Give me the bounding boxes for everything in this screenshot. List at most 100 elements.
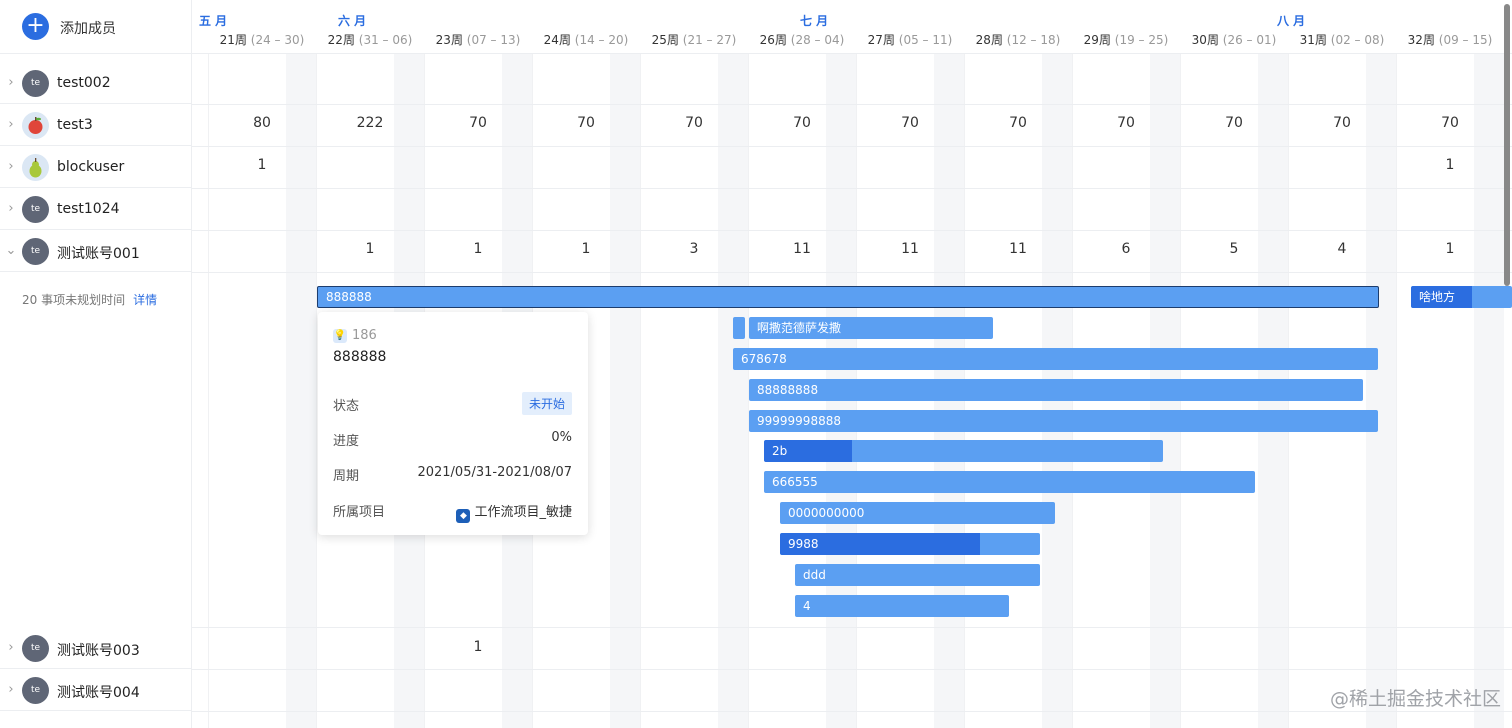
task-bar[interactable] (733, 317, 745, 339)
workload-cell[interactable]: 70 (1225, 115, 1243, 131)
week-range: (24 – 30) (250, 33, 305, 47)
chevron-right-icon[interactable]: › (8, 640, 14, 655)
week-number: 27周 (867, 33, 895, 47)
row-divider (192, 272, 1512, 273)
member-row[interactable]: › te 测试账号004 (0, 669, 192, 711)
week-header: 26周 (28 – 04) (748, 31, 856, 48)
progress-value: 0% (551, 430, 572, 445)
task-bar-label: 0000000000 (788, 506, 865, 520)
workload-cell[interactable]: 1 (581, 241, 591, 257)
member-row[interactable]: ⌄ te 测试账号001 (0, 230, 192, 272)
workload-cell[interactable]: 70 (577, 115, 595, 131)
workload-cell[interactable]: 70 (685, 115, 703, 131)
chevron-right-icon[interactable]: › (8, 159, 14, 174)
member-row[interactable]: › te 测试账号003 (0, 627, 192, 669)
member-row[interactable]: › test3 (0, 104, 192, 146)
chevron-right-icon[interactable]: › (8, 201, 14, 216)
week-number: 31周 (1299, 33, 1327, 47)
workload-cell[interactable]: 70 (1009, 115, 1027, 131)
week-header: 23周 (07 – 13) (424, 31, 532, 48)
task-id-value: 186 (352, 328, 377, 343)
task-bar[interactable]: 678678 (733, 348, 1378, 370)
weekend-shade (1366, 54, 1396, 728)
task-bar[interactable]: 99999998888 (749, 410, 1378, 432)
add-member-button[interactable]: 添加成员 (60, 21, 116, 37)
workload-cell[interactable]: 5 (1229, 241, 1239, 257)
workload-cell[interactable]: 70 (1441, 115, 1459, 131)
details-link[interactable]: 详情 (133, 293, 158, 307)
bulb-icon: 💡 (333, 328, 347, 343)
workload-cell[interactable]: 222 (356, 115, 384, 131)
pear-icon (22, 154, 49, 181)
chevron-down-icon[interactable]: ⌄ (5, 243, 17, 258)
week-range: (28 – 04) (790, 33, 845, 47)
project-value[interactable]: ◆ 工作流项目_敏捷 (456, 501, 572, 523)
progress-label: 进度 (333, 434, 360, 449)
chevron-right-icon[interactable]: › (8, 75, 14, 90)
week-number: 29周 (1083, 33, 1111, 47)
status-badge: 未开始 (521, 392, 572, 415)
workload-cell[interactable]: 1 (365, 241, 375, 257)
task-bar[interactable]: 888888 (317, 286, 1379, 308)
task-detail-popover: 💡 186 888888 状态 未开始 进度 0% 周期 2021/05/31-… (318, 312, 588, 535)
task-bar[interactable]: 9988 (780, 533, 1040, 555)
task-bar[interactable]: 0000000000 (780, 502, 1055, 524)
row-divider (192, 146, 1512, 147)
week-number: 28周 (975, 33, 1003, 47)
workload-cell[interactable]: 1 (1445, 241, 1455, 257)
workload-cell[interactable]: 11 (901, 241, 919, 257)
project-label: 所属项目 (333, 505, 386, 520)
member-row[interactable]: › te test002 (0, 62, 192, 104)
task-bar[interactable]: 88888888 (749, 379, 1363, 401)
avatar: te (22, 238, 49, 265)
task-bar-label: 4 (803, 599, 811, 613)
member-name: 测试账号004 (57, 685, 140, 701)
task-bar[interactable]: ddd (795, 564, 1040, 586)
apple-icon (22, 112, 49, 139)
week-number: 22周 (327, 33, 355, 47)
workload-cell[interactable]: 4 (1337, 241, 1347, 257)
workload-cell[interactable]: 6 (1121, 241, 1131, 257)
workload-cell[interactable]: 3 (689, 241, 699, 257)
member-row[interactable]: › blockuser (0, 146, 192, 188)
task-bar[interactable]: 2b (764, 440, 1163, 462)
week-range: (21 – 27) (682, 33, 737, 47)
task-bar[interactable]: 4 (795, 595, 1009, 617)
workload-cell[interactable]: 1 (473, 639, 483, 655)
task-progress-fill (764, 440, 852, 462)
workload-cell[interactable]: 1 (473, 241, 483, 257)
vertical-scrollbar[interactable] (1504, 4, 1510, 286)
workload-cell[interactable]: 70 (901, 115, 919, 131)
workload-cell[interactable]: 80 (253, 115, 271, 131)
task-bar[interactable]: 666555 (764, 471, 1255, 493)
task-bar[interactable]: 啥地方 (1411, 286, 1512, 308)
workload-cell[interactable]: 1 (1445, 157, 1455, 173)
chevron-right-icon[interactable]: › (8, 117, 14, 132)
week-header: 25周 (21 – 27) (640, 31, 748, 48)
task-bar-label: 678678 (741, 352, 787, 366)
workload-cell[interactable]: 70 (1117, 115, 1135, 131)
task-bar[interactable]: 啊撒范德萨发撒 (749, 317, 993, 339)
chevron-right-icon[interactable]: › (8, 682, 14, 697)
project-name[interactable]: 工作流项目_敏捷 (474, 505, 572, 520)
workload-cell[interactable]: 70 (469, 115, 487, 131)
task-bar-label: 2b (772, 444, 788, 458)
workload-cell[interactable]: 70 (793, 115, 811, 131)
row-divider (192, 669, 1512, 670)
plus-icon[interactable]: + (22, 13, 49, 40)
avatar: te (22, 70, 49, 97)
week-range: (02 – 08) (1330, 33, 1385, 47)
workload-cell[interactable]: 1 (257, 157, 267, 173)
add-member-row[interactable]: + 添加成员 (0, 0, 192, 54)
member-row[interactable]: › te test1024 (0, 188, 192, 230)
week-range: (19 – 25) (1114, 33, 1169, 47)
task-bar-label: 9988 (788, 537, 819, 551)
member-panel: + 添加成员 › te test002 › test3 › blockuser … (0, 0, 192, 728)
task-bar-label: 88888888 (757, 383, 819, 397)
week-number: 26周 (759, 33, 787, 47)
month-label: 七 月 (800, 14, 829, 28)
workload-cell[interactable]: 11 (793, 241, 811, 257)
workload-cell[interactable]: 70 (1333, 115, 1351, 131)
workload-cell[interactable]: 11 (1009, 241, 1027, 257)
